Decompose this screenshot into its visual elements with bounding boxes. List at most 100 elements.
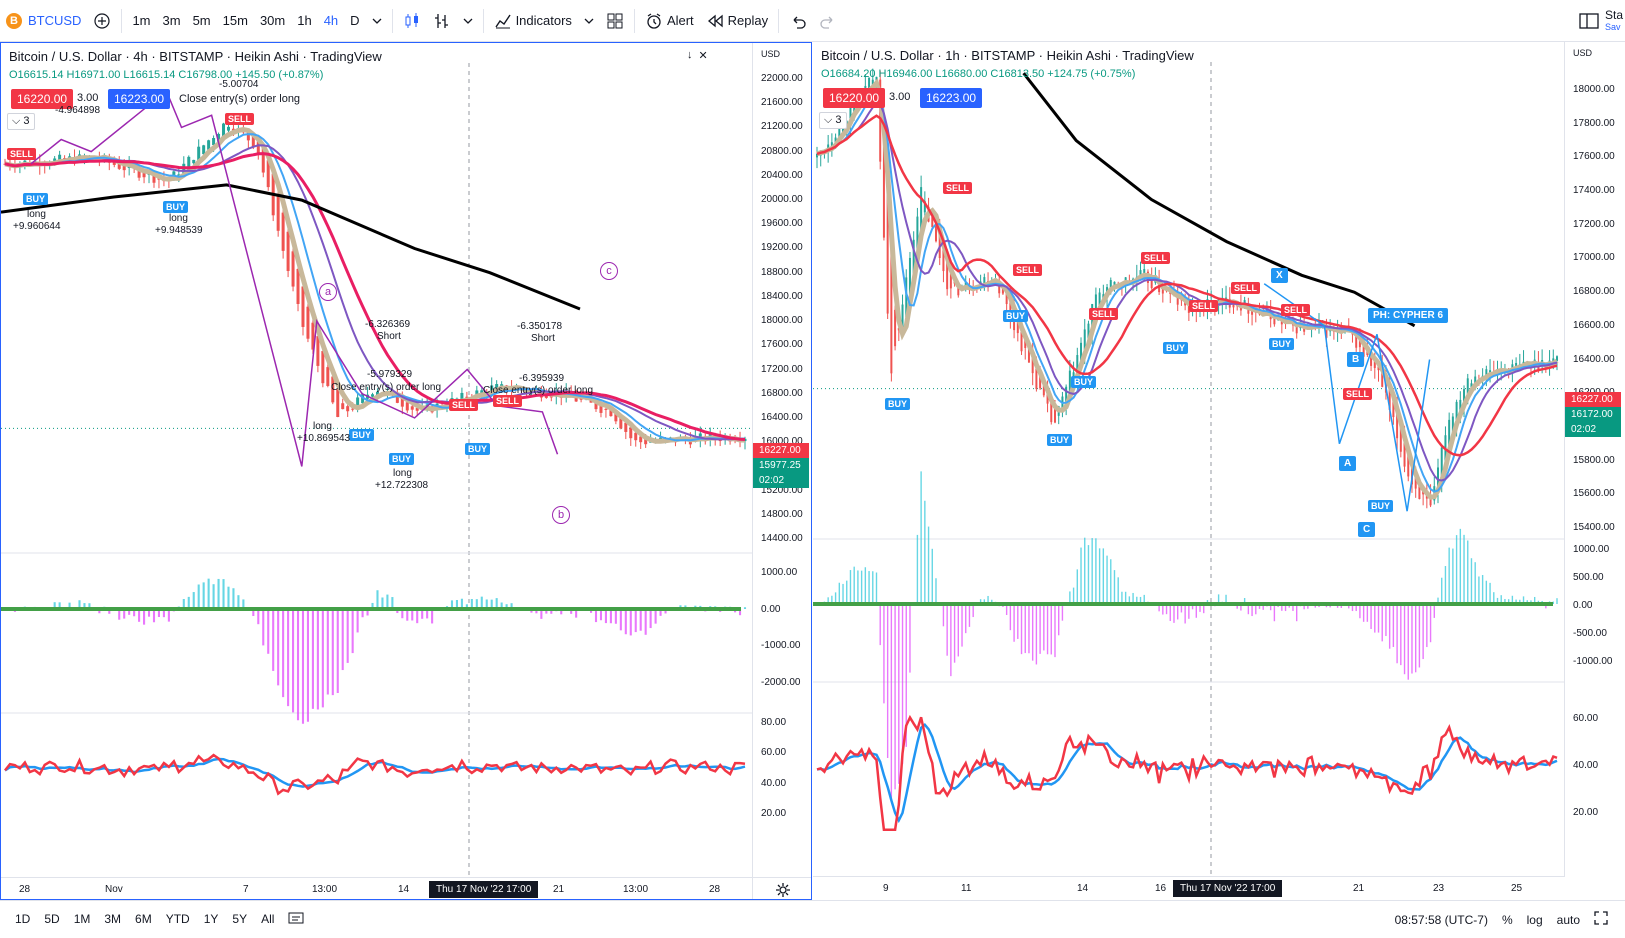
left-indicator-count[interactable]: ⌵ 3 (7, 113, 35, 130)
symbol-search[interactable]: B BTCUSD (0, 0, 87, 42)
macd-tick: -1000.00 (1573, 656, 1613, 667)
range-5D[interactable]: 5D (44, 912, 60, 926)
price-tick: 18400.00 (761, 290, 803, 302)
candle-body (1150, 277, 1153, 289)
timeframe-15m[interactable]: 15m (222, 13, 248, 28)
trade-annotation: long (313, 421, 332, 432)
candle-body (276, 194, 280, 231)
price-tick: 15600.00 (1573, 488, 1615, 500)
candle-body (152, 173, 156, 183)
scroll-down-icon[interactable]: ↓ (687, 49, 693, 61)
bar-style-button[interactable] (397, 0, 427, 42)
range-All[interactable]: All (261, 912, 275, 926)
right-chart-canvas[interactable] (813, 42, 1565, 876)
timeframe-1h[interactable]: 1h (297, 13, 312, 28)
candle-body (1463, 389, 1466, 407)
log-toggle[interactable]: log (1526, 912, 1543, 927)
range-6M[interactable]: 6M (135, 912, 152, 926)
candle-body (1176, 293, 1179, 305)
candle-body (1556, 356, 1558, 361)
grid-layout-icon (607, 13, 623, 28)
split-layout-icon (1579, 13, 1599, 29)
timeframe-30m[interactable]: 30m (259, 13, 286, 28)
candle-body (998, 280, 1001, 294)
right-time-axis[interactable]: 9 11 14 16 21 23 25 Thu 17 Nov '22 17:00 (813, 876, 1565, 900)
left-price-axis[interactable]: USD 22000.00 21600.00 21200.00 20800.00 2040… (752, 43, 811, 899)
percent-toggle[interactable]: % (1501, 912, 1513, 927)
right-price-axis[interactable]: USD 18000.00 17800.00 17600.00 17400.00 1720… (1564, 42, 1624, 900)
undo-icon (793, 16, 806, 29)
candle-body (1373, 359, 1376, 369)
trade-annotation: +12.722308 (375, 480, 429, 491)
candle-body (1065, 386, 1068, 404)
candle-body (912, 239, 915, 278)
timeframe-1m[interactable]: 1m (132, 13, 151, 28)
indicators-icon (494, 14, 511, 28)
clock-label[interactable]: 08:57:58 (UTC-7) (1394, 912, 1488, 927)
fullscreen-button[interactable] (1587, 911, 1615, 928)
timeframe-4h[interactable]: 4h (323, 13, 339, 28)
range-1Y[interactable]: 1Y (203, 912, 219, 926)
range-1M[interactable]: 1M (73, 912, 91, 926)
pattern-point-a: A (1339, 456, 1357, 471)
range-YTD[interactable]: YTD (165, 912, 190, 926)
range-5Y[interactable]: 5Y (232, 912, 248, 926)
pattern-point-b: B (1347, 352, 1365, 367)
range-1D[interactable]: 1D (15, 912, 31, 926)
candle-body (1098, 292, 1101, 307)
right-sell-price-button[interactable]: 16220.00 (823, 88, 886, 108)
candle-body (1143, 269, 1146, 275)
buy-marker: BUY (1368, 500, 1394, 512)
candle-body (331, 376, 335, 403)
bar-type-button[interactable] (427, 0, 457, 42)
candle-body (1053, 409, 1056, 423)
left-chart-pane[interactable]: Bitcoin / U.S. Dollar · 4h · BITSTAMP · … (0, 42, 812, 900)
left-cursor-price-badge: 15977.25 (753, 458, 809, 473)
candle-body (634, 432, 638, 441)
redo-button[interactable] (813, 0, 843, 42)
candle-body (1042, 382, 1045, 396)
bar-type-dropdown[interactable] (457, 0, 479, 42)
right-currency-label[interactable]: USD (1573, 48, 1593, 58)
chart-settings-button[interactable] (752, 877, 811, 899)
indicators-dropdown[interactable] (578, 0, 600, 42)
candle-body (908, 257, 911, 298)
goto-date-button[interactable] (281, 911, 311, 928)
chevron-down-icon (584, 18, 594, 24)
left-qty-value: 3.00 (77, 92, 99, 104)
left-buy-price-button[interactable]: 16223.00 (108, 89, 171, 109)
range-3M[interactable]: 3M (104, 912, 122, 926)
save-label[interactable]: Sta (1604, 8, 1623, 22)
candle-body (849, 103, 852, 126)
timeframe-D[interactable]: D (350, 13, 360, 28)
undo-button[interactable] (783, 0, 813, 42)
left-chart-canvas[interactable] (1, 43, 753, 877)
sell-marker: SELL (1281, 304, 1311, 316)
candle-body (1020, 325, 1023, 352)
buy-marker: BUY (1071, 376, 1097, 388)
candle-body (460, 392, 464, 401)
right-buy-price-button[interactable]: 16223.00 (920, 88, 983, 108)
timeframe-dropdown[interactable] (366, 0, 388, 42)
left-sell-price-button[interactable]: 16220.00 (11, 89, 74, 109)
left-time-axis[interactable]: 28 Nov 7 13:00 14 21 13:00 28 Thu 17 Nov… (1, 877, 753, 899)
timeframe-3m[interactable]: 3m (162, 13, 181, 28)
candle-body (490, 385, 494, 394)
replay-button[interactable]: Replay (700, 0, 774, 42)
layout-toggle-button[interactable] (1573, 0, 1605, 42)
right-indicator-count[interactable]: ⌵ 3 (819, 112, 847, 129)
alert-button[interactable]: Alert (639, 0, 700, 42)
layouts-button[interactable] (600, 0, 630, 42)
right-ohlc-values: O16684.20 H16946.00 L16680.00 C16813.50 … (821, 68, 1136, 80)
price-tick: 17600.00 (761, 339, 803, 351)
right-chart-pane[interactable]: Bitcoin / U.S. Dollar · 1h · BITSTAMP · … (813, 42, 1625, 900)
timeframe-5m[interactable]: 5m (192, 13, 211, 28)
price-tick: 21600.00 (761, 97, 803, 109)
candle-body (1470, 383, 1473, 389)
candle-body (311, 322, 315, 350)
left-currency-label[interactable]: USD (761, 49, 781, 59)
compare-plus-button[interactable] (87, 0, 117, 42)
auto-toggle[interactable]: auto (1556, 912, 1580, 927)
close-icon[interactable]: ✕ (698, 50, 708, 62)
indicators-button[interactable]: Indicators (488, 0, 578, 42)
